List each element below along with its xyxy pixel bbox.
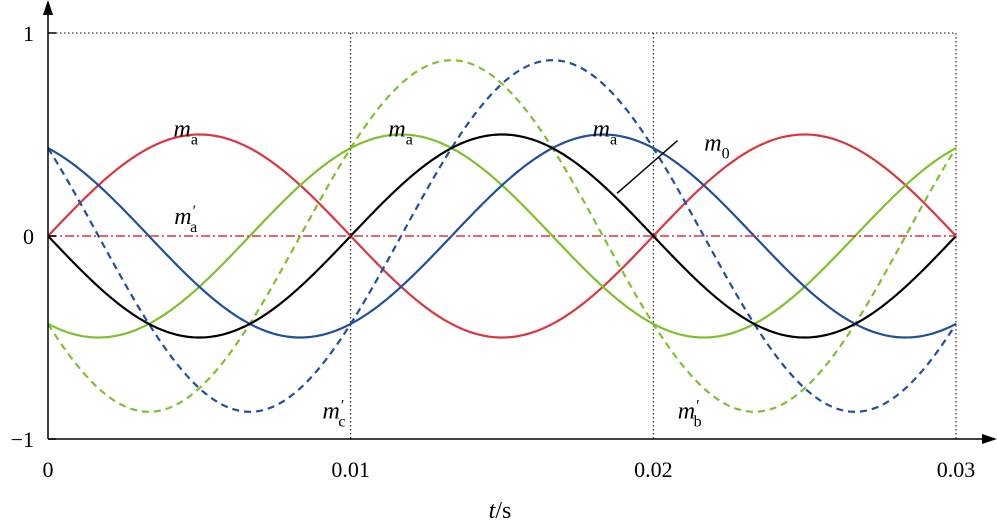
y-axis-arrow [43, 0, 53, 15]
series-group [47, 59, 957, 413]
x-axis-arrow [982, 434, 997, 444]
y-tick-label-0: 1 [23, 21, 34, 46]
curve-label-3: m0 [704, 131, 729, 163]
m0-leader-line [616, 140, 679, 194]
tick-labels: 0 0.01 0.02 0.03 1 0 −1 [11, 21, 976, 482]
x-tick-label-2: 0.02 [634, 457, 673, 482]
curve-label-4: m′ a [174, 203, 197, 236]
series-line-5 [47, 133, 957, 339]
annotations: ma ma ma m0 m′ a m′ c m′ b [173, 117, 729, 431]
y-tick-label-2: −1 [11, 427, 34, 452]
series-line-2 [47, 133, 957, 339]
gridlines [48, 32, 957, 439]
axes [43, 0, 997, 444]
curve-label-0: ma [173, 117, 197, 149]
curve-label-1: ma [388, 117, 412, 149]
y-tick-label-1: 0 [23, 224, 34, 249]
x-tick-label-0: 0 [43, 457, 54, 482]
series-line-0 [47, 133, 957, 339]
x-axis-label-unit: /s [495, 498, 511, 524]
x-axis-label: t/s [489, 498, 512, 524]
x-tick-label-3: 0.03 [937, 457, 976, 482]
curve-label-6: m′ b [678, 398, 702, 431]
x-tick-label-1: 0.01 [331, 457, 370, 482]
curve-label-5: m′ c [323, 398, 346, 431]
series-line-3 [47, 59, 957, 413]
curve-label-2: ma [593, 117, 617, 149]
x-axis-label-var: t [489, 498, 497, 524]
